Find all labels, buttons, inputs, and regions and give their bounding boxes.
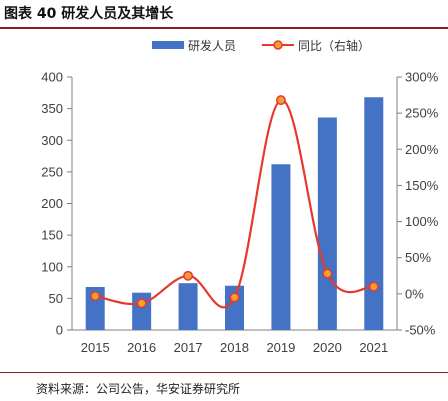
y-left-tick-label: 300 — [41, 133, 63, 148]
x-axis-labels: 2015 2016 2017 2018 2019 2020 2021 — [81, 340, 388, 355]
bar — [271, 164, 291, 330]
growth-point — [183, 270, 194, 281]
growth-point — [90, 291, 101, 301]
legend-bar-label: 研发人员 — [188, 38, 236, 53]
legend: 研发人员 同比（右轴） — [152, 38, 370, 53]
y-left-tick-label: 350 — [41, 101, 63, 116]
y-right-tick-label: 50% — [405, 250, 431, 265]
legend-line-marker — [273, 40, 283, 50]
bar — [178, 283, 198, 330]
y-left-tick-label: 100 — [41, 259, 63, 274]
y-right-tick-label: 100% — [405, 214, 439, 229]
growth-point — [275, 95, 286, 106]
y-right-tick-label: 250% — [405, 106, 439, 121]
growth-point — [322, 268, 333, 279]
y-left-tick-label: 200 — [41, 196, 63, 211]
growth-line — [94, 99, 375, 309]
chart-title: 图表 40 研发人员及其增长 — [4, 6, 174, 22]
y-right-tick-label: 300% — [405, 70, 439, 85]
growth-point — [136, 298, 147, 309]
x-tick-label: 2020 — [313, 340, 342, 355]
legend-line-label: 同比（右轴） — [298, 38, 370, 53]
bar — [225, 285, 244, 330]
x-tick-label: 2015 — [81, 340, 110, 355]
y-right-tick-label: 150% — [405, 178, 439, 193]
bar — [317, 117, 337, 330]
x-tick-label: 2021 — [359, 340, 388, 355]
x-tick-label: 2017 — [174, 340, 203, 355]
y-right-tick-label: 200% — [405, 142, 439, 157]
y-left-tick-label: 250 — [41, 164, 63, 179]
source-note: 资料来源：公司公告，华安证券研究所 — [36, 382, 241, 396]
y-left-tick-label: 0 — [56, 323, 63, 338]
growth-point — [368, 281, 379, 292]
x-tick-label: 2018 — [220, 340, 249, 355]
y-left-tick-label: 400 — [41, 70, 63, 85]
x-tick-label: 2019 — [266, 340, 295, 355]
y-left-tick-label: 150 — [41, 228, 63, 243]
axes: 0 50 100 150 200 250 300 350 400 -50% 0% 50% 100% 150… — [41, 70, 438, 338]
y-right-tick-label: -50% — [405, 323, 436, 338]
legend-bar-swatch — [152, 41, 184, 49]
y-left-tick-label: 50 — [49, 291, 63, 306]
y-right-tick-label: 0% — [405, 286, 424, 301]
combo-chart: 研发人员 同比（右轴） 0 50 100 150 200 250 300 350 400 -50%… — [41, 38, 438, 355]
line-series — [90, 95, 379, 309]
x-tick-label: 2016 — [127, 340, 156, 355]
bar — [132, 292, 152, 330]
title-divider — [0, 27, 448, 29]
bar — [364, 97, 384, 331]
source-divider — [0, 372, 448, 373]
growth-point — [229, 292, 240, 303]
